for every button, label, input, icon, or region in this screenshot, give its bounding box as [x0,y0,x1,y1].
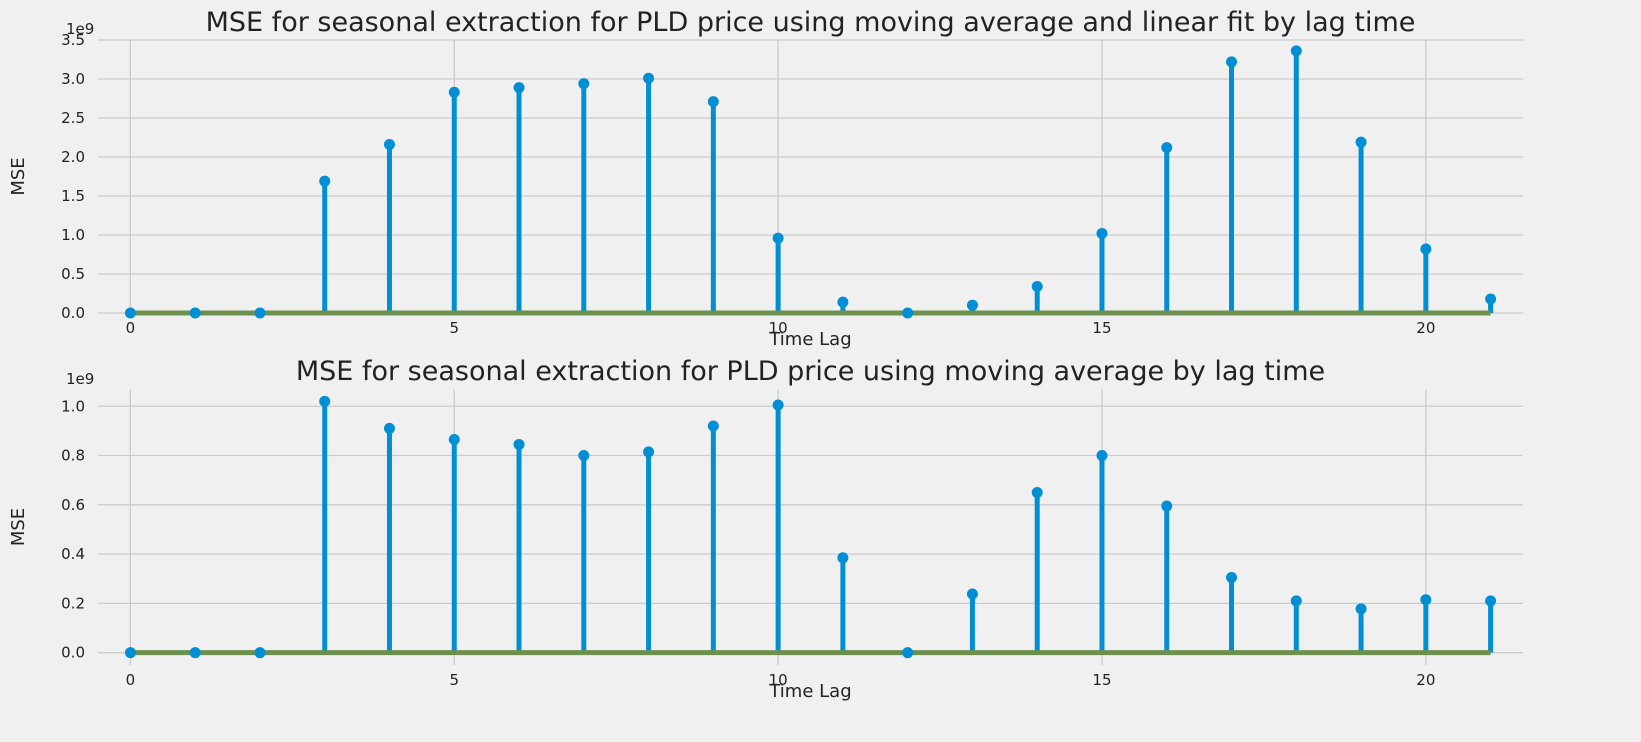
stem-marker [383,139,395,151]
stem-marker [124,307,136,319]
x-tick-label: 10 [769,319,788,337]
stem-marker [1226,56,1238,68]
y-axis-label: MSE [8,157,29,195]
stem-marker [1355,603,1367,615]
stem-marker [448,434,460,446]
stem-marker [1096,227,1108,239]
stem-marker [1226,572,1238,584]
x-tick-label: 20 [1416,671,1435,689]
y-tick-label: 1.0 [61,226,85,244]
x-tick-label: 10 [769,671,788,689]
stem-marker [1031,280,1043,292]
stem-marker [643,72,655,84]
y-tick-label: 0.5 [61,265,85,283]
x-tick-label: 15 [1092,319,1111,337]
x-tick-label: 0 [126,671,136,689]
stem-marker [1096,450,1108,462]
stem-marker [189,307,201,319]
stem-marker [124,647,136,659]
stem-marker [1290,595,1302,607]
stem-marker [837,552,849,564]
x-tick-label: 20 [1416,319,1435,337]
stem-marker [513,438,525,450]
y-tick-label: 0.4 [61,545,85,563]
stem-marker [254,647,266,659]
stem-marker [189,647,201,659]
stem-marker [1161,500,1173,512]
x-axis-label: Time Lag [768,329,851,350]
x-tick-label: 0 [126,319,136,337]
y-tick-label: 0.0 [61,644,85,662]
y-axis-label: MSE [8,508,29,546]
stem-marker [837,296,849,308]
stem-marker [902,307,914,319]
x-tick-label: 15 [1092,671,1111,689]
stem-marker [772,399,784,411]
y-exponent-label: 1e9 [66,370,94,388]
stem-marker [1355,136,1367,148]
y-exponent-label: 1e9 [66,20,94,38]
stem-marker [254,307,266,319]
x-axis-label: Time Lag [768,681,851,702]
chart-title: MSE for seasonal extraction for PLD pric… [296,356,1325,387]
stem-marker [772,232,784,244]
y-tick-label: 2.0 [61,148,85,166]
stem-marker [1161,142,1173,154]
y-tick-label: 0.2 [61,594,85,612]
stem-marker [902,647,914,659]
stem-marker [1290,45,1302,57]
stem-marker [578,78,590,90]
y-tick-label: 1.5 [61,187,85,205]
stem-marker [319,175,331,187]
stem-marker [1031,487,1043,498]
stem-marker [707,420,719,432]
y-tick-label: 0.8 [61,447,85,465]
stem-marker [1420,243,1432,255]
stem-marker [448,86,460,98]
stem-marker [1485,595,1497,607]
y-tick-label: 3.0 [61,70,85,88]
stem-marker [319,395,331,407]
stem-marker [578,450,590,462]
x-tick-label: 5 [449,671,459,689]
stem-marker [966,299,978,311]
stem-marker [643,446,655,458]
stem-marker [707,96,719,108]
stem-marker [383,422,395,434]
chart-title: MSE for seasonal extraction for PLD pric… [206,7,1416,38]
y-tick-label: 0.6 [61,496,85,514]
y-tick-label: 2.5 [61,109,85,127]
y-tick-label: 3.5 [61,31,85,49]
x-tick-label: 5 [449,319,459,337]
y-tick-label: 0.0 [61,304,85,322]
y-tick-label: 1.0 [61,397,85,415]
stem-marker [966,588,978,600]
stem-marker [1420,594,1432,606]
stem-marker [513,82,525,94]
stem-marker [1485,293,1497,305]
